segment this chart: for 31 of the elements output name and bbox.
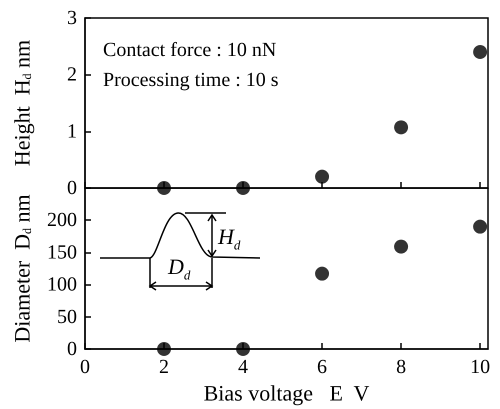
point — [315, 266, 330, 281]
point — [236, 342, 250, 356]
x-tick-label: 8 — [396, 356, 406, 378]
annotation: H$_{d}$ — [218, 224, 240, 252]
point — [394, 120, 408, 134]
y-tick-label: 150 — [47, 241, 77, 264]
point — [473, 220, 488, 234]
y-tick-label: 0 — [67, 338, 77, 360]
point — [394, 240, 408, 254]
x-tick-label: 2 — [159, 356, 170, 378]
annotation: D$_{d}$ — [168, 254, 190, 282]
y-axis-title: Height Hd nm — [10, 40, 34, 166]
point — [315, 170, 330, 184]
annotation: Processing time : 10 s — [103, 69, 279, 91]
y-axis-title: Diameter Dd nm — [10, 194, 34, 343]
y-tick-label: 0 — [67, 177, 77, 199]
y-tick-label: 3 — [67, 7, 77, 29]
point — [236, 181, 250, 195]
point — [157, 181, 172, 195]
y-tick-label: 200 — [47, 209, 77, 232]
point — [473, 45, 488, 59]
y-tick-label: 2 — [67, 64, 77, 86]
point — [157, 342, 172, 356]
x-tick-label: 6 — [317, 356, 328, 378]
x-tick-label: 10 — [470, 356, 490, 378]
annotation: Contact force : 10 nN — [103, 39, 276, 61]
x-axis-title: Bias voltage E V — [204, 380, 370, 406]
y-tick-label: 100 — [47, 274, 77, 296]
y-tick-label: 50 — [57, 306, 77, 328]
x-tick-label: 4 — [238, 356, 248, 378]
y-tick-label: 1 — [67, 120, 77, 142]
